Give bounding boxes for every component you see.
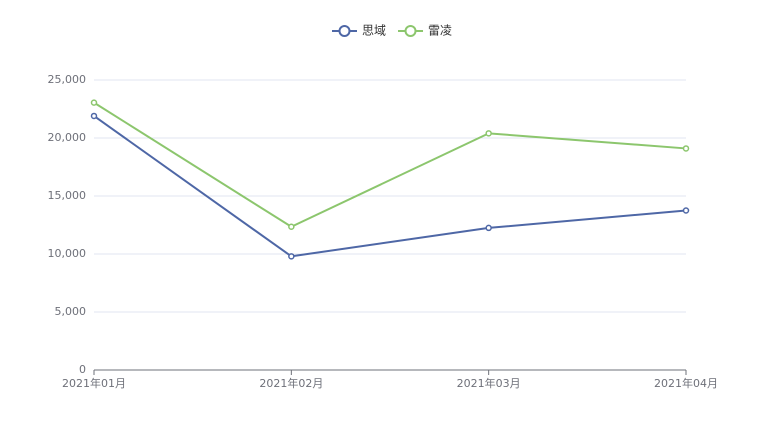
y-tick-label: 20,000 — [48, 131, 87, 144]
legend-label: 思域 — [362, 24, 386, 38]
y-tick-label: 25,000 — [48, 73, 87, 86]
legend-label: 雷凌 — [428, 24, 452, 38]
y-tick-label: 15,000 — [48, 189, 87, 202]
series-line — [93, 101, 687, 228]
x-tick-label: 2021年03月 — [457, 376, 521, 390]
point — [288, 253, 295, 260]
y-tick-label: 10,000 — [48, 247, 87, 260]
x-tick-label: 2021年01月 — [62, 376, 126, 390]
y-tick-label: 0 — [79, 363, 86, 376]
point — [682, 207, 690, 214]
legend-icon — [404, 25, 417, 37]
point — [288, 223, 295, 230]
legend-item: 雷凌 — [398, 24, 452, 38]
x-tick-label: 2021年04月 — [654, 376, 718, 390]
point — [485, 224, 492, 232]
legend-icon — [338, 25, 351, 37]
point — [90, 112, 98, 120]
legend-item: 思域 — [332, 24, 386, 38]
point — [682, 145, 690, 152]
y-tick-label: 5,000 — [55, 305, 87, 318]
point — [485, 130, 492, 137]
series-line — [93, 115, 687, 258]
point — [90, 99, 98, 106]
legend: 思域 雷凌 — [332, 24, 452, 38]
x-tick-label: 2021年02月 — [259, 376, 323, 390]
